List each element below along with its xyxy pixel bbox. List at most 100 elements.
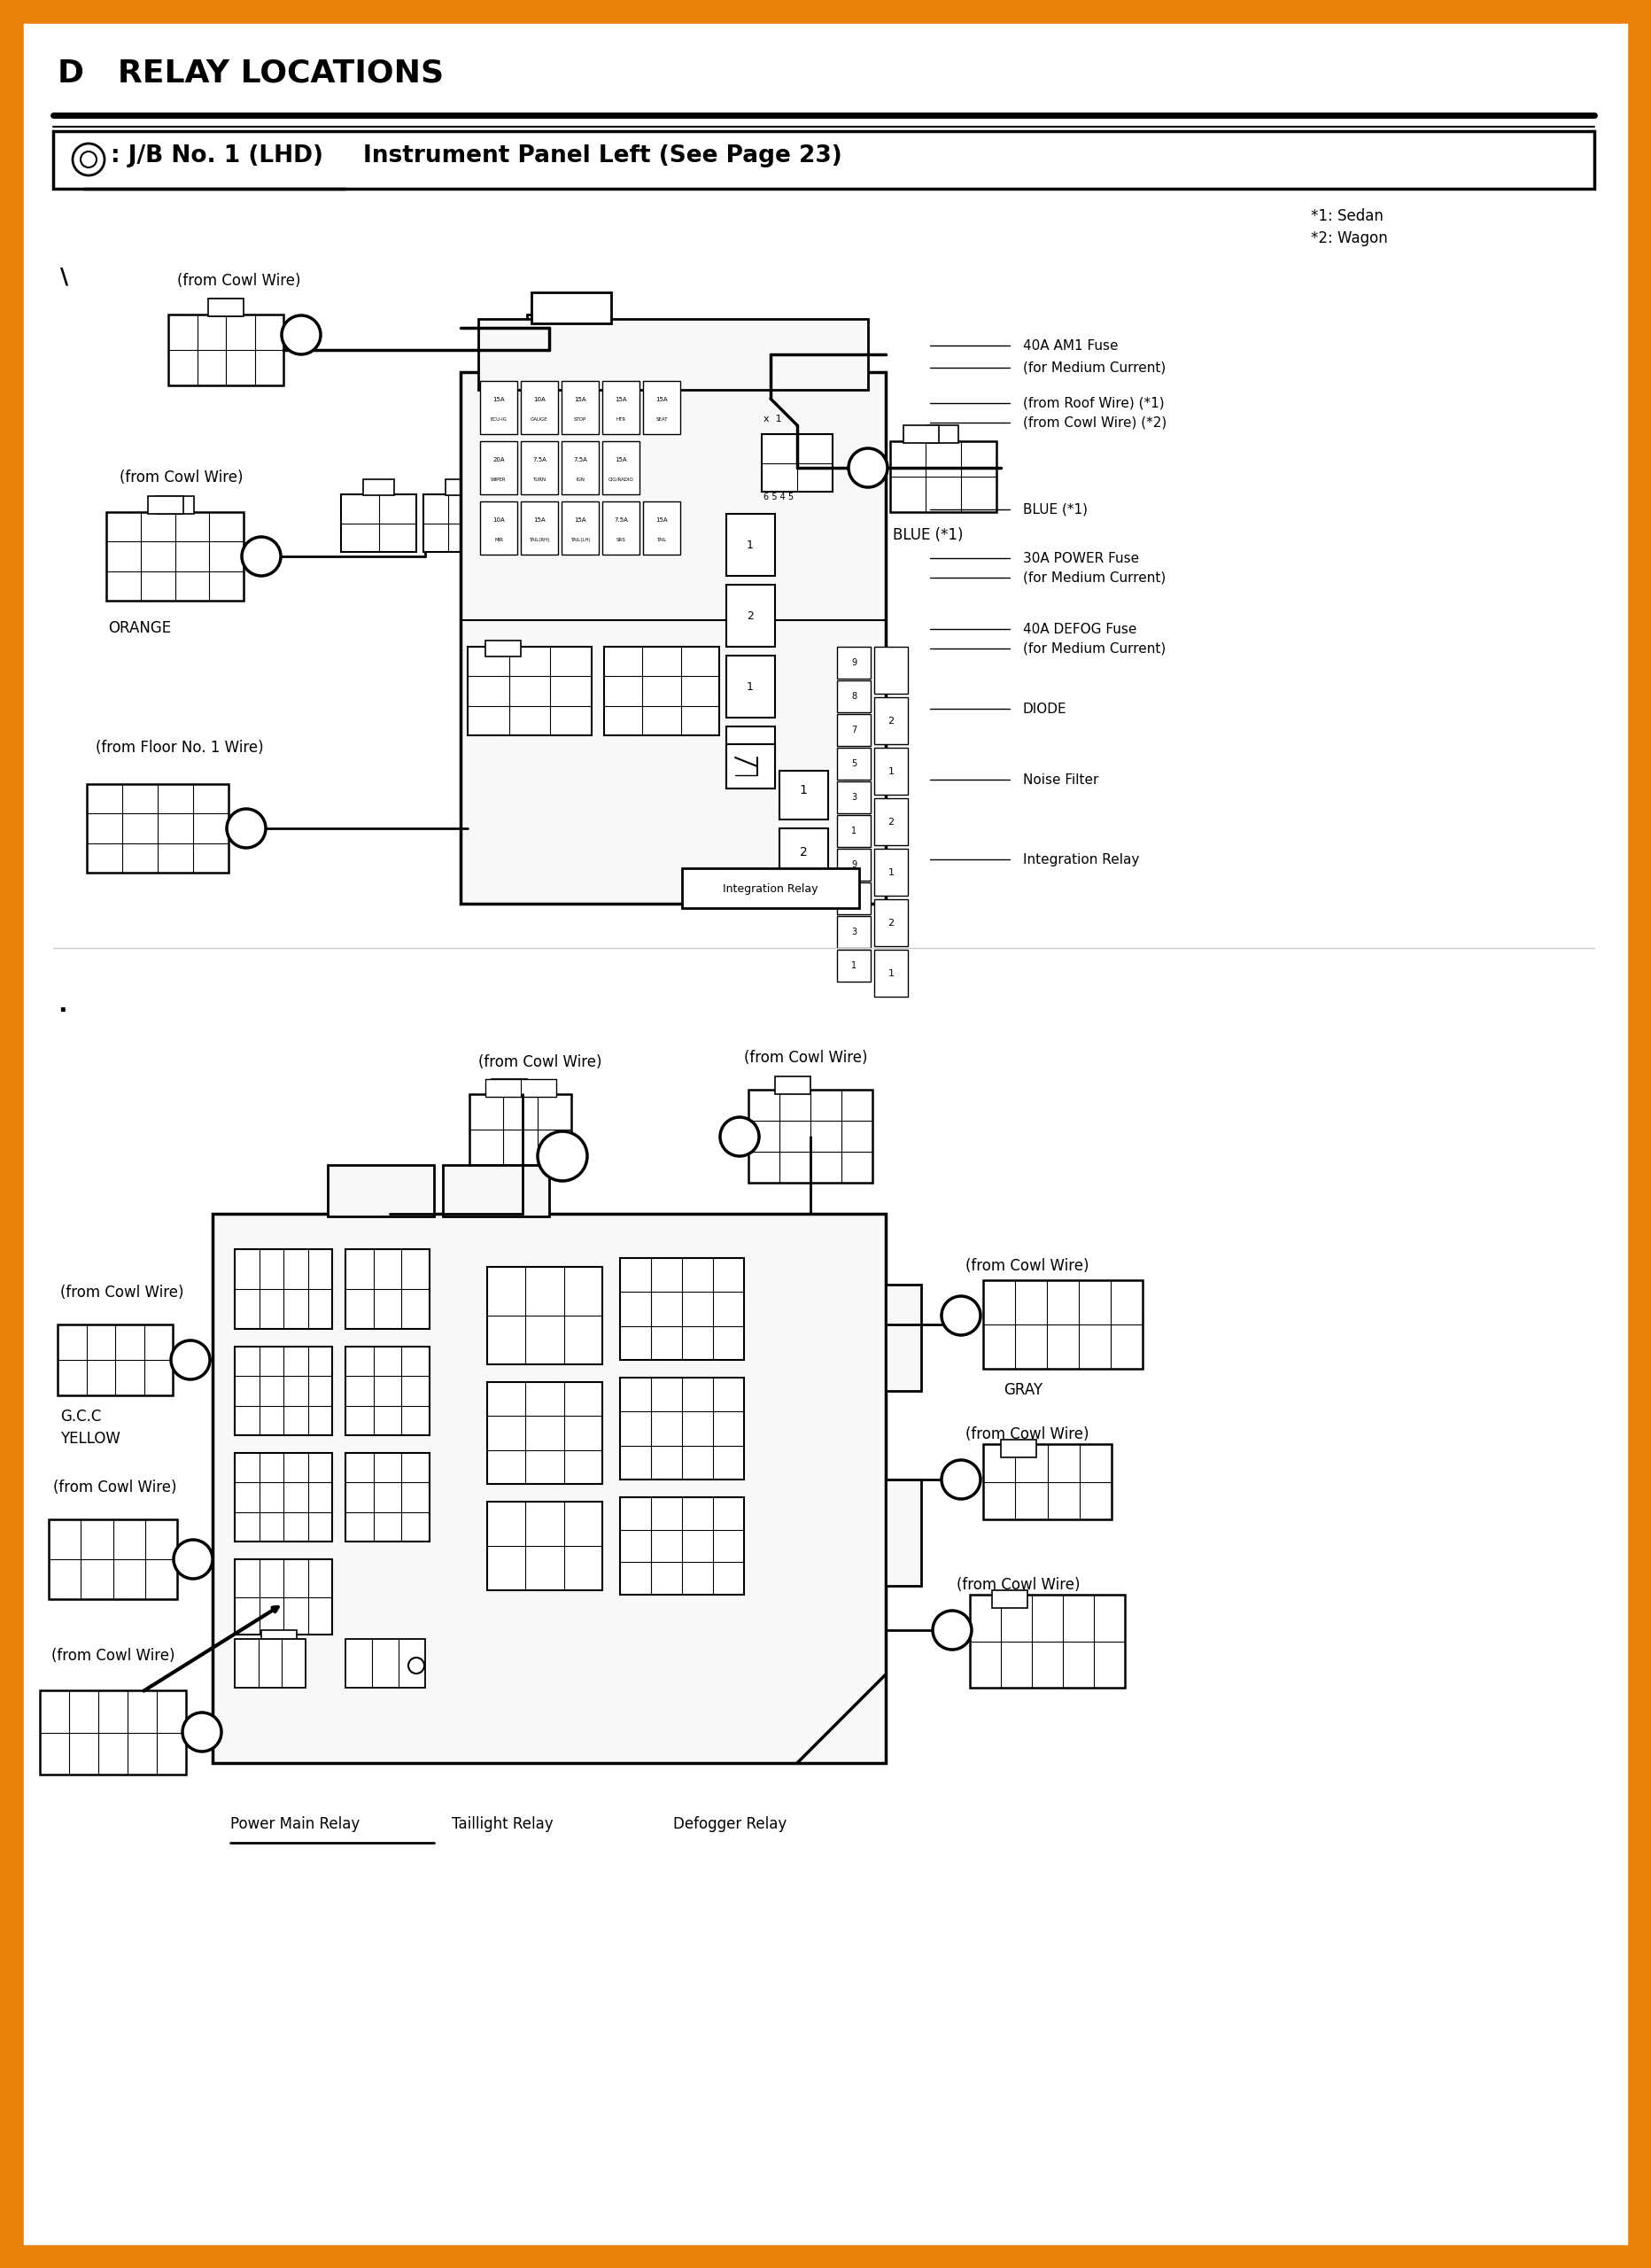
Bar	[837, 814, 870, 846]
Text: 2: 2	[746, 610, 755, 621]
Text: 6 5 4 5: 6 5 4 5	[763, 492, 794, 501]
Bar	[903, 426, 939, 442]
Text: 9: 9	[852, 860, 857, 869]
Bar	[837, 748, 870, 780]
Text: 5: 5	[850, 894, 857, 903]
Bar	[487, 1268, 603, 1365]
Bar	[58, 1325, 173, 1395]
Bar	[149, 497, 183, 515]
Text: 2: 2	[746, 751, 755, 764]
Text: 10A: 10A	[492, 517, 505, 522]
Bar	[875, 646, 908, 694]
Bar	[604, 646, 720, 735]
Bar	[726, 515, 774, 576]
Text: 15A: 15A	[575, 397, 586, 401]
Text: Integration Relay: Integration Relay	[1024, 853, 1139, 866]
Text: (from Floor No. 1 Wire): (from Floor No. 1 Wire)	[96, 739, 264, 755]
Bar	[168, 315, 284, 386]
Bar	[837, 882, 870, 914]
Text: 1: 1	[799, 785, 807, 796]
Text: 20A: 20A	[492, 458, 505, 463]
Bar	[53, 132, 1595, 188]
Text: Defogger Relay: Defogger Relay	[674, 1817, 788, 1833]
Bar	[210, 299, 243, 315]
Text: STOP: STOP	[575, 417, 586, 422]
Bar	[603, 442, 639, 494]
Bar	[875, 898, 908, 946]
Text: 1: 1	[852, 962, 857, 971]
Text: (from Cowl Wire): (from Cowl Wire)	[59, 1284, 183, 1300]
Bar	[532, 293, 611, 324]
Bar	[890, 442, 997, 513]
Bar	[342, 494, 416, 551]
Text: IGN: IGN	[576, 476, 584, 481]
Bar	[603, 501, 639, 556]
Bar	[748, 1089, 872, 1182]
Bar	[561, 501, 599, 556]
Bar	[642, 501, 680, 556]
Bar	[779, 771, 829, 819]
Bar	[837, 646, 870, 678]
Text: 1L: 1L	[553, 1150, 571, 1163]
Text: 1C: 1C	[183, 1554, 203, 1565]
Bar	[480, 381, 517, 433]
Bar	[621, 1377, 745, 1479]
Text: CIG/RADIO: CIG/RADIO	[608, 476, 634, 481]
Text: (from Cowl Wire): (from Cowl Wire)	[479, 1055, 603, 1070]
Text: (for Medium Current): (for Medium Current)	[1024, 642, 1166, 655]
Text: G.C.C: G.C.C	[59, 1408, 101, 1424]
Bar	[485, 1080, 556, 1098]
Circle shape	[408, 1658, 424, 1674]
Bar	[837, 680, 870, 712]
Text: 15A: 15A	[533, 517, 545, 522]
Text: *1: Sedan: *1: Sedan	[1311, 209, 1384, 225]
Text: GAUGE: GAUGE	[530, 417, 548, 422]
Bar	[480, 442, 517, 494]
Text: 5: 5	[850, 760, 857, 769]
Circle shape	[172, 1340, 210, 1379]
Text: TURN: TURN	[533, 476, 546, 481]
Text: 15A: 15A	[492, 397, 505, 401]
Text: Integration Relay: Integration Relay	[723, 882, 819, 894]
Circle shape	[720, 1118, 759, 1157]
Text: 1K: 1K	[251, 549, 271, 562]
Bar	[875, 696, 908, 744]
Bar	[726, 585, 774, 646]
Bar	[761, 433, 832, 492]
Bar	[234, 1640, 305, 1687]
Circle shape	[173, 1540, 213, 1579]
Bar	[603, 381, 639, 433]
Text: : J/B No. 1 (LHD): : J/B No. 1 (LHD)	[111, 145, 324, 168]
Text: (from Cowl Wire): (from Cowl Wire)	[956, 1576, 1080, 1592]
Text: 8: 8	[852, 692, 857, 701]
Circle shape	[933, 1610, 972, 1649]
Bar	[875, 798, 908, 846]
Text: (from Cowl Wire): (from Cowl Wire)	[966, 1259, 1090, 1275]
Bar	[885, 1479, 921, 1585]
Bar	[40, 1690, 187, 1774]
Bar	[875, 950, 908, 998]
Bar	[621, 1259, 745, 1361]
Text: 7: 7	[850, 726, 857, 735]
Circle shape	[73, 143, 104, 175]
Bar	[492, 1080, 527, 1098]
Bar	[213, 1213, 885, 1762]
Text: 1G: 1G	[951, 1309, 971, 1322]
Text: Instrument Panel Left (See Page 23): Instrument Panel Left (See Page 23)	[363, 145, 842, 168]
Bar	[345, 1454, 429, 1542]
Text: \: \	[59, 265, 68, 288]
Text: 7.5A: 7.5A	[573, 458, 588, 463]
Text: (from Cowl Wire): (from Cowl Wire)	[966, 1427, 1090, 1442]
Text: 1H: 1H	[236, 821, 256, 835]
Bar	[982, 1445, 1111, 1520]
Bar	[520, 381, 558, 433]
Bar	[487, 1381, 603, 1483]
Bar	[837, 714, 870, 746]
Text: 1: 1	[852, 826, 857, 835]
Text: TAIL(RH): TAIL(RH)	[528, 538, 550, 542]
Bar	[621, 1497, 745, 1594]
Text: TAIL(LH): TAIL(LH)	[570, 538, 589, 542]
Text: ORANGE: ORANGE	[107, 619, 172, 635]
Bar	[774, 1077, 811, 1093]
Text: GRAY: GRAY	[1004, 1381, 1042, 1397]
